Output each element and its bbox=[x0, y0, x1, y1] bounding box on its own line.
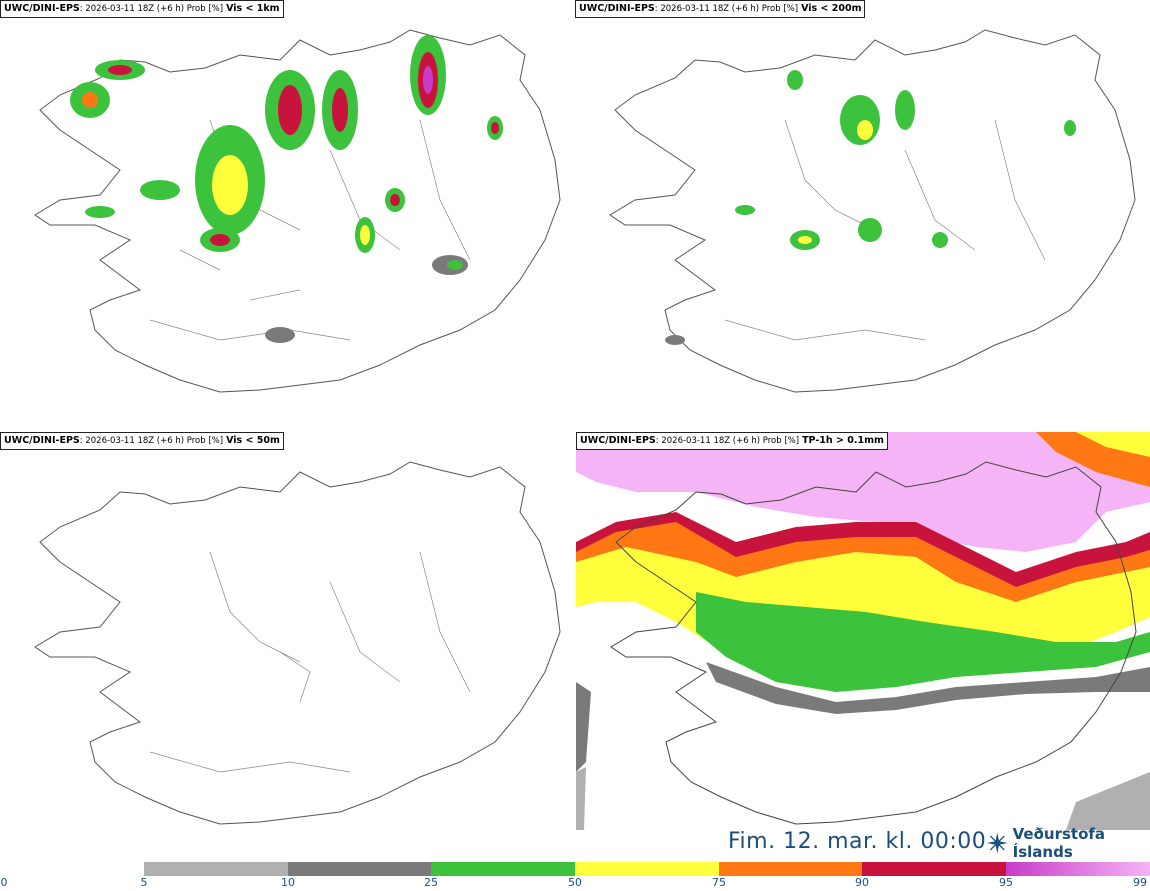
run-meta: : 2026-03-11 18Z (+6 h) Prob [%] bbox=[655, 436, 800, 446]
iceland-map-vis-200m bbox=[609, 29, 1136, 393]
model-name: UWC/DINI-EPS bbox=[580, 435, 656, 446]
iceland-map-vis-1km bbox=[34, 29, 561, 393]
run-meta: : 2026-03-11 18Z (+6 h) Prob [%] bbox=[79, 4, 224, 14]
colorbar-tick: 5 bbox=[140, 876, 148, 889]
colorbar-tick: 99 bbox=[1133, 876, 1147, 889]
colorbar-segment bbox=[431, 862, 575, 876]
colorbar-segment bbox=[575, 862, 719, 876]
colorbar-segment bbox=[719, 862, 862, 876]
valid-time-label: Fim. 12. mar. kl. 00:00 bbox=[728, 829, 987, 854]
model-name: UWC/DINI-EPS bbox=[4, 3, 80, 14]
colorbar-tick: 50 bbox=[568, 876, 582, 889]
panel-title: UWC/DINI-EPS: 2026-03-11 18Z (+6 h) Prob… bbox=[0, 0, 284, 18]
colorbar-segment bbox=[1006, 862, 1150, 876]
iceland-map-precip bbox=[576, 432, 1150, 830]
run-meta: : 2026-03-11 18Z (+6 h) Prob [%] bbox=[654, 4, 799, 14]
model-name: UWC/DINI-EPS bbox=[4, 435, 80, 446]
threshold-label: Vis < 50m bbox=[226, 435, 280, 446]
snowflake-star-icon bbox=[986, 832, 1008, 854]
colorbar-segment bbox=[288, 862, 431, 876]
brand-name: Veðurstofa Íslands bbox=[1012, 825, 1106, 861]
colorbar-tick: 0 bbox=[0, 876, 8, 889]
probability-colorbar: 0 5 10 25 50 75 90 95 99 bbox=[0, 862, 1150, 891]
run-meta: : 2026-03-11 18Z (+6 h) Prob [%] bbox=[79, 436, 224, 446]
map-panel-vis-50m: UWC/DINI-EPS: 2026-03-11 18Z (+6 h) Prob… bbox=[0, 432, 575, 862]
panel-title: UWC/DINI-EPS: 2026-03-11 18Z (+6 h) Prob… bbox=[576, 432, 888, 450]
colorbar-tick: 95 bbox=[999, 876, 1013, 889]
threshold-label: TP-1h > 0.1mm bbox=[802, 435, 884, 446]
colorbar-tick: 10 bbox=[281, 876, 295, 889]
colorbar-segment bbox=[144, 862, 288, 876]
map-panel-vis-1km: UWC/DINI-EPS: 2026-03-11 18Z (+6 h) Prob… bbox=[0, 0, 575, 430]
iceland-map-vis-50m bbox=[34, 461, 561, 825]
panel-title: UWC/DINI-EPS: 2026-03-11 18Z (+6 h) Prob… bbox=[0, 432, 284, 450]
map-panel-vis-200m: UWC/DINI-EPS: 2026-03-11 18Z (+6 h) Prob… bbox=[575, 0, 1150, 430]
colorbar-tick: 90 bbox=[855, 876, 869, 889]
colorbar-segment bbox=[862, 862, 1006, 876]
colorbar-tick: 25 bbox=[424, 876, 438, 889]
threshold-label: Vis < 1km bbox=[226, 3, 280, 14]
model-name: UWC/DINI-EPS bbox=[579, 3, 655, 14]
fog-prob-shading bbox=[665, 70, 1076, 345]
fog-prob-shading bbox=[70, 35, 503, 343]
brand-logo: Veðurstofa Íslands bbox=[986, 825, 1150, 861]
colorbar-tick: 75 bbox=[712, 876, 726, 889]
map-panel-precip: UWC/DINI-EPS: 2026-03-11 18Z (+6 h) Prob… bbox=[576, 432, 1150, 830]
panel-title: UWC/DINI-EPS: 2026-03-11 18Z (+6 h) Prob… bbox=[575, 0, 866, 18]
threshold-label: Vis < 200m bbox=[801, 3, 862, 14]
